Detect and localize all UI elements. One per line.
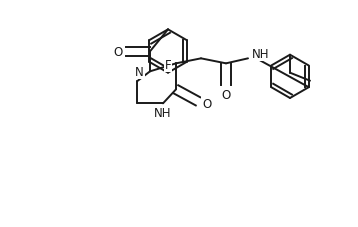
Text: O: O [221,89,231,101]
Text: O: O [113,46,123,59]
Text: O: O [202,97,212,110]
Text: NH: NH [154,106,172,119]
Text: F: F [165,59,171,72]
Text: N: N [135,66,144,79]
Text: NH: NH [252,48,270,61]
